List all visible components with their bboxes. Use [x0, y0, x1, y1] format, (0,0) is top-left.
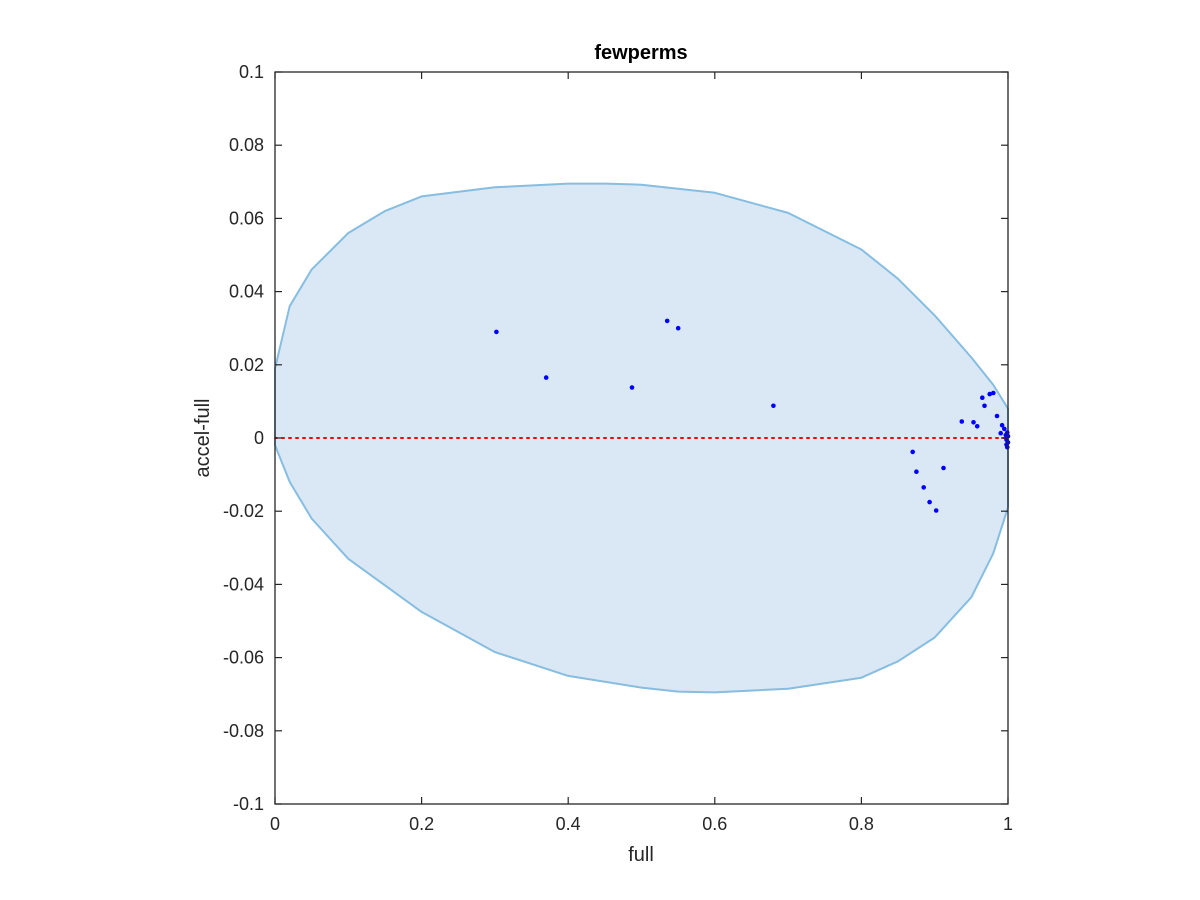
axes: 0 0.2 0.4 0.6 0.8 1 0.1 0.08 0.06 0.04 0.02 0 -0.02 -…	[223, 62, 1013, 834]
data-point	[914, 469, 919, 475]
y-tick-label: -0.04	[223, 574, 264, 594]
data-point	[941, 465, 946, 471]
data-point	[771, 403, 776, 409]
y-tick-label: -0.06	[223, 648, 264, 668]
x-tick-label: 0.8	[849, 814, 874, 834]
y-tick-label: 0.06	[229, 208, 264, 228]
data-point	[664, 318, 670, 324]
data-point	[921, 485, 926, 490]
data-point	[959, 419, 965, 424]
x-tick-label: 0.4	[556, 814, 581, 834]
x-tick-label: 0	[270, 814, 280, 834]
data-point	[933, 508, 939, 513]
data-point	[629, 385, 635, 390]
plot-area	[274, 182, 1011, 694]
x-tick-label: 0.2	[409, 814, 434, 834]
data-point	[991, 390, 996, 396]
chart-title: fewperms	[594, 42, 687, 64]
y-tick-label: 0.02	[229, 355, 264, 375]
data-point	[971, 420, 976, 425]
data-point	[994, 413, 1000, 419]
x-tick-label: 0.6	[702, 814, 727, 834]
y-tick-label: -0.02	[223, 501, 264, 521]
data-point	[494, 329, 499, 335]
data-point	[980, 395, 985, 401]
data-point	[910, 449, 915, 455]
y-tick-label: -0.08	[223, 721, 264, 741]
data-point	[982, 403, 987, 409]
data-point	[1002, 426, 1007, 432]
data-point	[974, 424, 980, 429]
y-tick-label: -0.1	[233, 794, 264, 814]
data-point	[998, 430, 1003, 436]
data-point	[543, 375, 549, 380]
y-tick-label: 0.04	[229, 282, 264, 302]
y-tick-label: 0.1	[239, 62, 264, 82]
y-tick-label: 0.08	[229, 135, 264, 155]
data-point	[675, 325, 681, 331]
y-tick-label: 0	[254, 428, 264, 448]
data-point	[999, 422, 1005, 428]
y-axis-label: accel-full	[192, 399, 214, 478]
data-point	[1005, 444, 1010, 450]
data-point	[987, 391, 992, 397]
x-axis-label: full	[628, 844, 654, 866]
x-tick-label: 1	[1003, 814, 1013, 834]
data-point	[927, 499, 932, 505]
